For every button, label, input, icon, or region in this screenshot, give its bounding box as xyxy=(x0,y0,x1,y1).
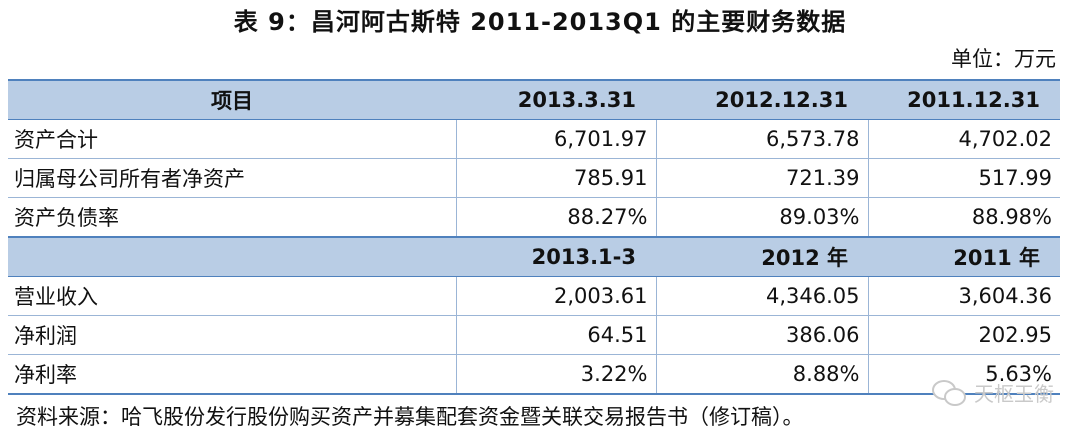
row-label: 净利润 xyxy=(8,315,457,355)
table-row: 营业收入 2,003.61 4,346.05 3,604.36 xyxy=(8,276,1060,316)
header-row-income: 2013.1-3 2012 年 2011 年 xyxy=(8,236,1060,277)
header-cell: 2013.3.31 xyxy=(456,79,656,120)
value-cell: 4,346.05 xyxy=(656,276,869,316)
value-cell: 202.95 xyxy=(868,315,1060,355)
header-cell xyxy=(8,236,456,277)
header-cell: 项目 xyxy=(8,79,456,120)
value-cell: 8.88% xyxy=(656,354,869,395)
wechat-icon xyxy=(932,378,966,406)
watermark-text: 天枢玉衡 xyxy=(974,381,1054,406)
header-row-balance: 项目 2013.3.31 2012.12.31 2011.12.31 xyxy=(8,79,1060,120)
watermark: 天枢玉衡 xyxy=(932,372,1054,412)
value-cell: 2,003.61 xyxy=(456,276,657,316)
value-cell: 5.63% xyxy=(868,354,1060,395)
source-note: 资料来源：哈飞股份发行股份购买资产并募集配套资金暨关联交易报告书（修订稿）。 xyxy=(16,405,804,429)
value-cell: 721.39 xyxy=(656,158,869,198)
value-cell: 88.98% xyxy=(868,197,1060,238)
header-cell: 2011.12.31 xyxy=(868,79,1060,120)
header-cell: 2012 年 xyxy=(656,236,868,277)
value-cell: 6,701.97 xyxy=(456,119,657,159)
table-row: 资产合计 6,701.97 6,573.78 4,702.02 xyxy=(8,119,1060,159)
value-cell: 4,702.02 xyxy=(868,119,1060,159)
value-cell: 785.91 xyxy=(456,158,657,198)
value-cell: 88.27% xyxy=(456,197,657,238)
value-cell: 64.51 xyxy=(456,315,657,355)
header-cell: 2011 年 xyxy=(868,236,1060,277)
table-title: 表 9：昌河阿古斯特 2011-2013Q1 的主要财务数据 xyxy=(233,8,847,36)
row-label: 资产负债率 xyxy=(8,197,457,238)
table-row: 净利润 64.51 386.06 202.95 xyxy=(8,315,1060,355)
header-cell: 2013.1-3 xyxy=(456,236,656,277)
row-label: 归属母公司所有者净资产 xyxy=(8,158,457,198)
header-cell: 2012.12.31 xyxy=(656,79,868,120)
row-label: 净利率 xyxy=(8,354,457,395)
row-label: 资产合计 xyxy=(8,119,457,159)
table-row: 净利率 3.22% 8.88% 5.63% xyxy=(8,354,1060,395)
value-cell: 3.22% xyxy=(456,354,657,395)
table-row: 资产负债率 88.27% 89.03% 88.98% xyxy=(8,197,1060,238)
value-cell: 89.03% xyxy=(656,197,869,238)
unit-label: 单位：万元 xyxy=(951,47,1056,71)
value-cell: 386.06 xyxy=(656,315,869,355)
value-cell: 517.99 xyxy=(868,158,1060,198)
table-row: 归属母公司所有者净资产 785.91 721.39 517.99 xyxy=(8,158,1060,198)
financial-table: 项目 2013.3.31 2012.12.31 2011.12.31 资产合计 … xyxy=(8,79,1060,395)
value-cell: 6,573.78 xyxy=(656,119,869,159)
value-cell: 3,604.36 xyxy=(868,276,1060,316)
row-label: 营业收入 xyxy=(8,276,457,316)
